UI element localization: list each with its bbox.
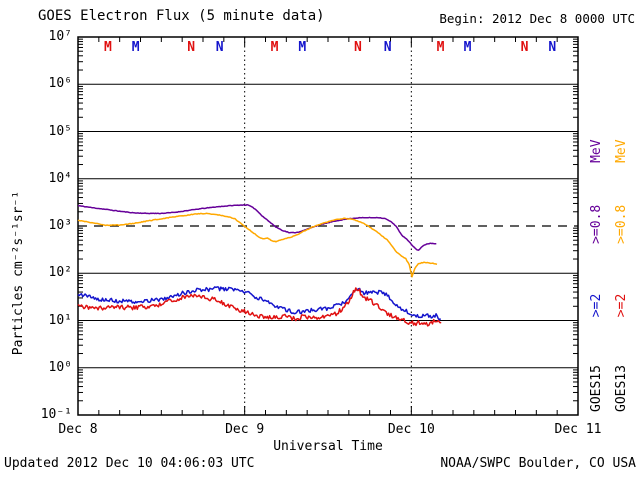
y-tick-label-1e2: 10² — [48, 265, 72, 281]
y-tick-label-1e0: 10⁰ — [48, 359, 72, 375]
series-goes15-ge08mev-line — [77, 203, 437, 251]
y-tick-label-1e4: 10⁴ — [48, 170, 72, 186]
series-goes13-ge2mev-line — [77, 287, 442, 327]
marker-n-goes13: N — [521, 40, 529, 55]
y-tick-label-1e5: 10⁵ — [48, 123, 72, 139]
x-tick-label-dec-11: Dec 11 — [554, 422, 602, 437]
x-tick-label-dec-10: Dec 10 — [387, 422, 435, 437]
y-tick-label-1e7: 10⁷ — [48, 29, 72, 44]
legend-goes15-08mev-label: >=0.8 — [589, 205, 604, 244]
legend-goes13: GOES13 >=2 >=0.8 MeV — [614, 139, 629, 412]
legend-goes13-mev-unit: MeV — [614, 139, 629, 163]
legend-goes13-name: GOES13 — [614, 365, 629, 412]
series-goes15-ge2mev-line — [77, 286, 442, 321]
y-axis-label: Particles cm⁻²s⁻¹sr⁻¹ — [11, 191, 26, 355]
series-goes13-ge08mev-line — [77, 212, 438, 278]
marker-n-goes15: N — [548, 40, 556, 55]
y-tick-label-1e6: 10⁶ — [48, 76, 72, 92]
data-source: NOAA/SWPC Boulder, CO USA — [440, 456, 636, 471]
legend-goes15-name: GOES15 — [589, 365, 604, 412]
marker-n-goes15: N — [216, 40, 224, 55]
y-tick-label-1e-1: 10⁻¹ — [40, 407, 72, 422]
plot-frame — [77, 36, 579, 416]
legend-goes15: GOES15 >=2 >=0.8 MeV — [589, 139, 604, 412]
y-tick-label-1e3: 10³ — [48, 218, 72, 233]
marker-m-goes15: M — [298, 40, 306, 55]
legend-goes15-2mev-label: >=2 — [589, 294, 604, 317]
x-axis-label: Universal Time — [273, 439, 383, 454]
marker-m-goes13: M — [271, 40, 279, 55]
updated-time: Updated 2012 Dec 10 04:06:03 UTC — [4, 456, 255, 471]
marker-m-goes15: M — [464, 40, 472, 55]
x-tick-label-dec-8: Dec 8 — [58, 422, 98, 437]
marker-m-goes13: M — [104, 40, 112, 55]
x-tick-label-dec-9: Dec 9 — [225, 422, 265, 437]
marker-m-goes13: M — [437, 40, 445, 55]
legend-goes13-2mev-label: >=2 — [614, 294, 629, 317]
legend-goes15-mev-unit: MeV — [589, 139, 604, 163]
chart-title: GOES Electron Flux (5 minute data) — [38, 8, 325, 24]
marker-n-goes13: N — [187, 40, 195, 55]
marker-m-goes15: M — [132, 40, 140, 55]
marker-n-goes13: N — [354, 40, 362, 55]
y-tick-label-1e1: 10¹ — [48, 312, 72, 328]
marker-n-goes15: N — [384, 40, 392, 55]
legend-goes13-08mev-label: >=0.8 — [614, 205, 629, 244]
begin-time: Begin: 2012 Dec 8 0000 UTC — [439, 11, 635, 26]
